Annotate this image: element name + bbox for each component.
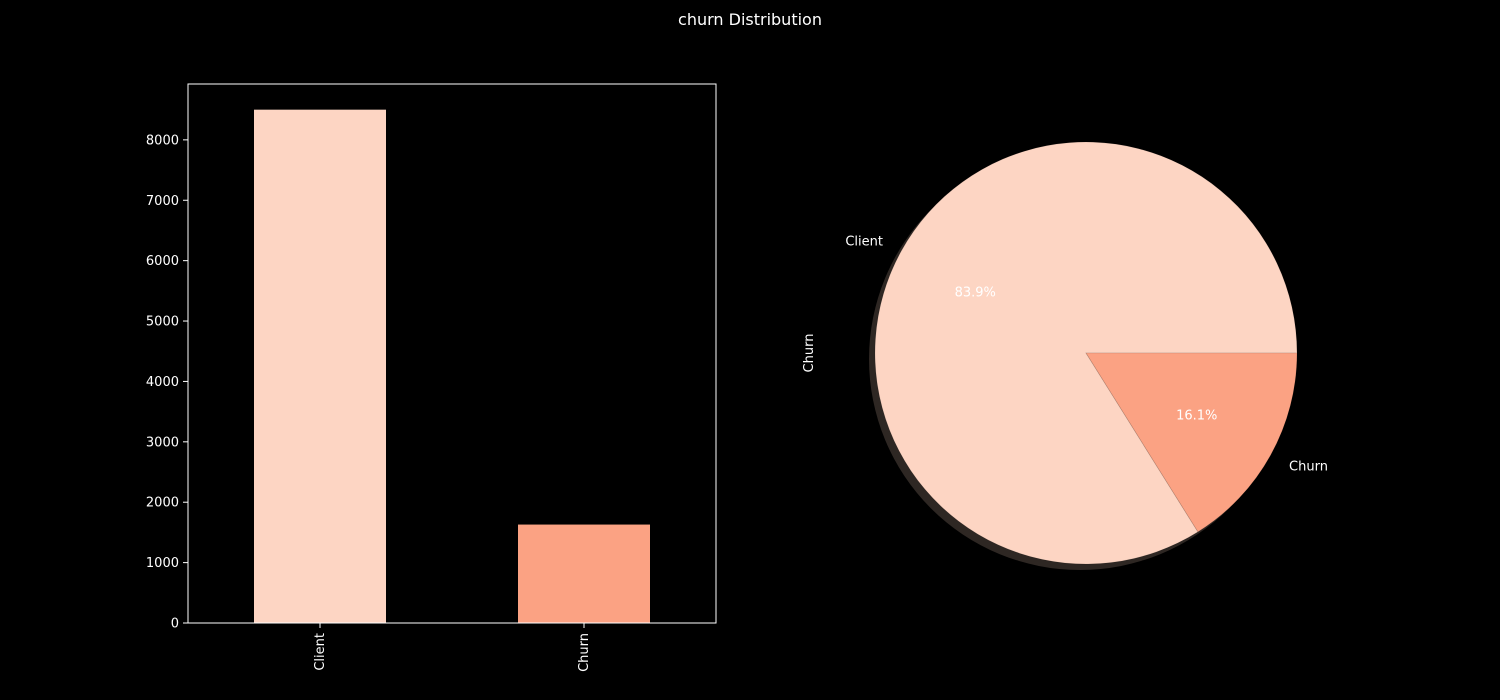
pie-percent-client: 83.9% bbox=[955, 286, 996, 301]
pie-slice-client bbox=[874, 141, 1298, 565]
y-tick-label: 5000 bbox=[146, 315, 179, 330]
pie-label-churn: Churn bbox=[1289, 459, 1328, 474]
figure-title: churn Distribution bbox=[678, 10, 822, 29]
bar-churn bbox=[518, 524, 650, 623]
pie-slice-churn bbox=[1085, 352, 1298, 533]
y-tick-label: 0 bbox=[171, 617, 179, 632]
bar-axes-frame bbox=[187, 83, 717, 624]
x-tick-label: Client bbox=[313, 633, 328, 671]
pie-label-client: Client bbox=[845, 235, 883, 250]
y-tick-label: 7000 bbox=[146, 194, 179, 209]
x-tick-label: Churn bbox=[577, 633, 592, 672]
y-tick-label: 1000 bbox=[146, 556, 179, 571]
y-tick-label: 4000 bbox=[146, 375, 179, 390]
pie-ylabel: Churn bbox=[802, 334, 817, 373]
y-tick-label: 8000 bbox=[146, 133, 179, 148]
y-tick-label: 2000 bbox=[146, 496, 179, 511]
bar-chart: Client Churn 0 1000 2000 3000 4000 5000 6000 7000… bbox=[146, 83, 717, 672]
bar-client bbox=[254, 109, 386, 623]
y-tick-label: 3000 bbox=[146, 435, 179, 450]
y-tick-label: 6000 bbox=[146, 254, 179, 269]
pie-percent-churn: 16.1% bbox=[1176, 408, 1217, 423]
pie-chart: Client 83.9% Churn 16.1% Churn bbox=[802, 141, 1328, 570]
